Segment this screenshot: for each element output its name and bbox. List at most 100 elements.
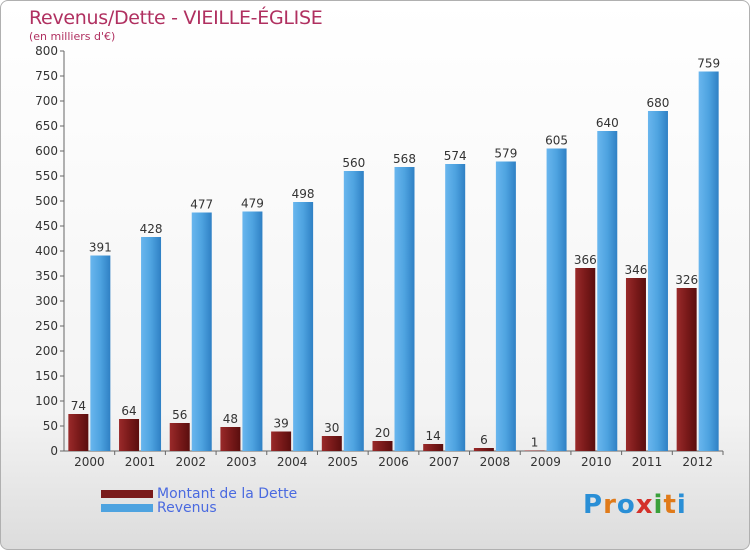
legend-item-dette: Montant de la Dette xyxy=(101,487,297,501)
data-label-dette: 74 xyxy=(71,399,86,413)
chart-subtitle: (en milliers d'€) xyxy=(29,30,116,43)
bar-revenus xyxy=(90,255,111,451)
data-label-revenus: 579 xyxy=(494,147,517,161)
data-label-dette: 14 xyxy=(426,429,441,443)
bar-dette xyxy=(473,448,494,451)
bar-dette xyxy=(372,441,393,451)
bar-dette xyxy=(68,414,89,451)
y-tick-label: 700 xyxy=(35,94,58,108)
legend-swatch-dette xyxy=(101,490,153,498)
legend-item-revenus: Revenus xyxy=(101,501,297,515)
brand-letter: i xyxy=(653,490,664,520)
bar-revenus xyxy=(597,131,618,451)
y-tick-label: 400 xyxy=(35,244,58,258)
data-label-revenus: 560 xyxy=(342,156,365,170)
y-tick-label: 550 xyxy=(35,169,58,183)
bar-revenus xyxy=(546,148,567,451)
x-tick-label: 2004 xyxy=(277,455,308,469)
bar-revenus xyxy=(445,164,466,451)
x-tick-label: 2011 xyxy=(632,455,663,469)
legend-label-revenus: Revenus xyxy=(157,500,217,516)
y-tick-label: 450 xyxy=(35,219,58,233)
data-label-revenus: 498 xyxy=(292,187,315,201)
y-tick-label: 150 xyxy=(35,369,58,383)
y-tick-label: 750 xyxy=(35,69,58,83)
bar-dette xyxy=(321,436,342,451)
legend-swatch-revenus xyxy=(101,504,153,512)
bar-dette xyxy=(423,444,444,451)
y-tick-label: 0 xyxy=(50,444,58,458)
data-label-dette: 366 xyxy=(574,253,597,267)
y-tick-label: 50 xyxy=(43,419,58,433)
data-label-revenus: 479 xyxy=(241,197,264,211)
y-tick-label: 800 xyxy=(35,44,58,58)
data-label-dette: 30 xyxy=(324,421,339,435)
y-tick-label: 100 xyxy=(35,394,58,408)
brand-logo: Proxiti xyxy=(583,490,687,520)
y-tick-label: 350 xyxy=(35,269,58,283)
bar-dette xyxy=(119,419,140,451)
data-label-dette: 64 xyxy=(121,404,136,418)
brand-letter: x xyxy=(635,490,654,520)
y-tick-label: 300 xyxy=(35,294,58,308)
x-tick-label: 2009 xyxy=(530,455,561,469)
bar-revenus xyxy=(293,202,314,451)
bar-revenus xyxy=(495,161,516,451)
data-label-revenus: 574 xyxy=(444,149,467,163)
x-tick-label: 2008 xyxy=(480,455,511,469)
data-label-revenus: 759 xyxy=(697,57,720,71)
data-label-revenus: 568 xyxy=(393,152,416,166)
bar-dette xyxy=(220,427,241,451)
bar-dette xyxy=(524,450,545,451)
x-tick-label: 2010 xyxy=(581,455,612,469)
brand-letter: i xyxy=(676,490,687,520)
data-label-dette: 326 xyxy=(675,273,698,287)
x-tick-label: 2007 xyxy=(429,455,460,469)
data-label-dette: 6 xyxy=(480,433,488,447)
legend: Montant de la Dette Revenus xyxy=(101,487,297,515)
x-tick-label: 2006 xyxy=(378,455,409,469)
brand-letter: P xyxy=(583,490,604,520)
y-tick-label: 600 xyxy=(35,144,58,158)
data-label-revenus: 605 xyxy=(545,134,568,148)
x-tick-label: 2000 xyxy=(74,455,105,469)
data-label-revenus: 391 xyxy=(89,241,112,255)
data-label-dette: 48 xyxy=(223,412,238,426)
bar-revenus xyxy=(698,71,719,451)
x-tick-label: 2012 xyxy=(682,455,713,469)
bar-dette xyxy=(625,278,646,451)
y-tick-label: 250 xyxy=(35,319,58,333)
brand-letter: r xyxy=(603,490,617,520)
data-label-dette: 39 xyxy=(273,417,288,431)
brand-letter: t xyxy=(663,490,677,520)
bar-dette xyxy=(271,431,292,451)
y-tick-label: 500 xyxy=(35,194,58,208)
bar-revenus xyxy=(141,237,162,451)
x-tick-label: 2003 xyxy=(226,455,257,469)
x-tick-label: 2001 xyxy=(125,455,156,469)
data-label-dette: 346 xyxy=(625,263,648,277)
y-tick-label: 650 xyxy=(35,119,58,133)
chart-title: Revenus/Dette - VIEILLE-ÉGLISE xyxy=(29,7,323,29)
data-label-dette: 56 xyxy=(172,408,187,422)
data-label-revenus: 477 xyxy=(190,198,213,212)
data-label-revenus: 428 xyxy=(140,222,163,236)
data-label-revenus: 640 xyxy=(596,116,619,130)
x-tick-label: 2005 xyxy=(328,455,359,469)
bar-dette xyxy=(575,268,596,451)
y-tick-label: 200 xyxy=(35,344,58,358)
bar-dette xyxy=(676,288,697,451)
data-label-revenus: 680 xyxy=(647,96,670,110)
bar-revenus xyxy=(242,211,263,451)
data-label-dette: 1 xyxy=(531,436,539,450)
brand-letter: o xyxy=(616,490,636,520)
bar-dette xyxy=(169,423,190,451)
bar-revenus xyxy=(343,171,364,451)
bar-revenus xyxy=(191,212,212,451)
bar-revenus xyxy=(647,111,668,451)
bar-revenus xyxy=(394,167,415,451)
legend-label-dette: Montant de la Dette xyxy=(157,486,298,502)
x-tick-label: 2002 xyxy=(175,455,206,469)
